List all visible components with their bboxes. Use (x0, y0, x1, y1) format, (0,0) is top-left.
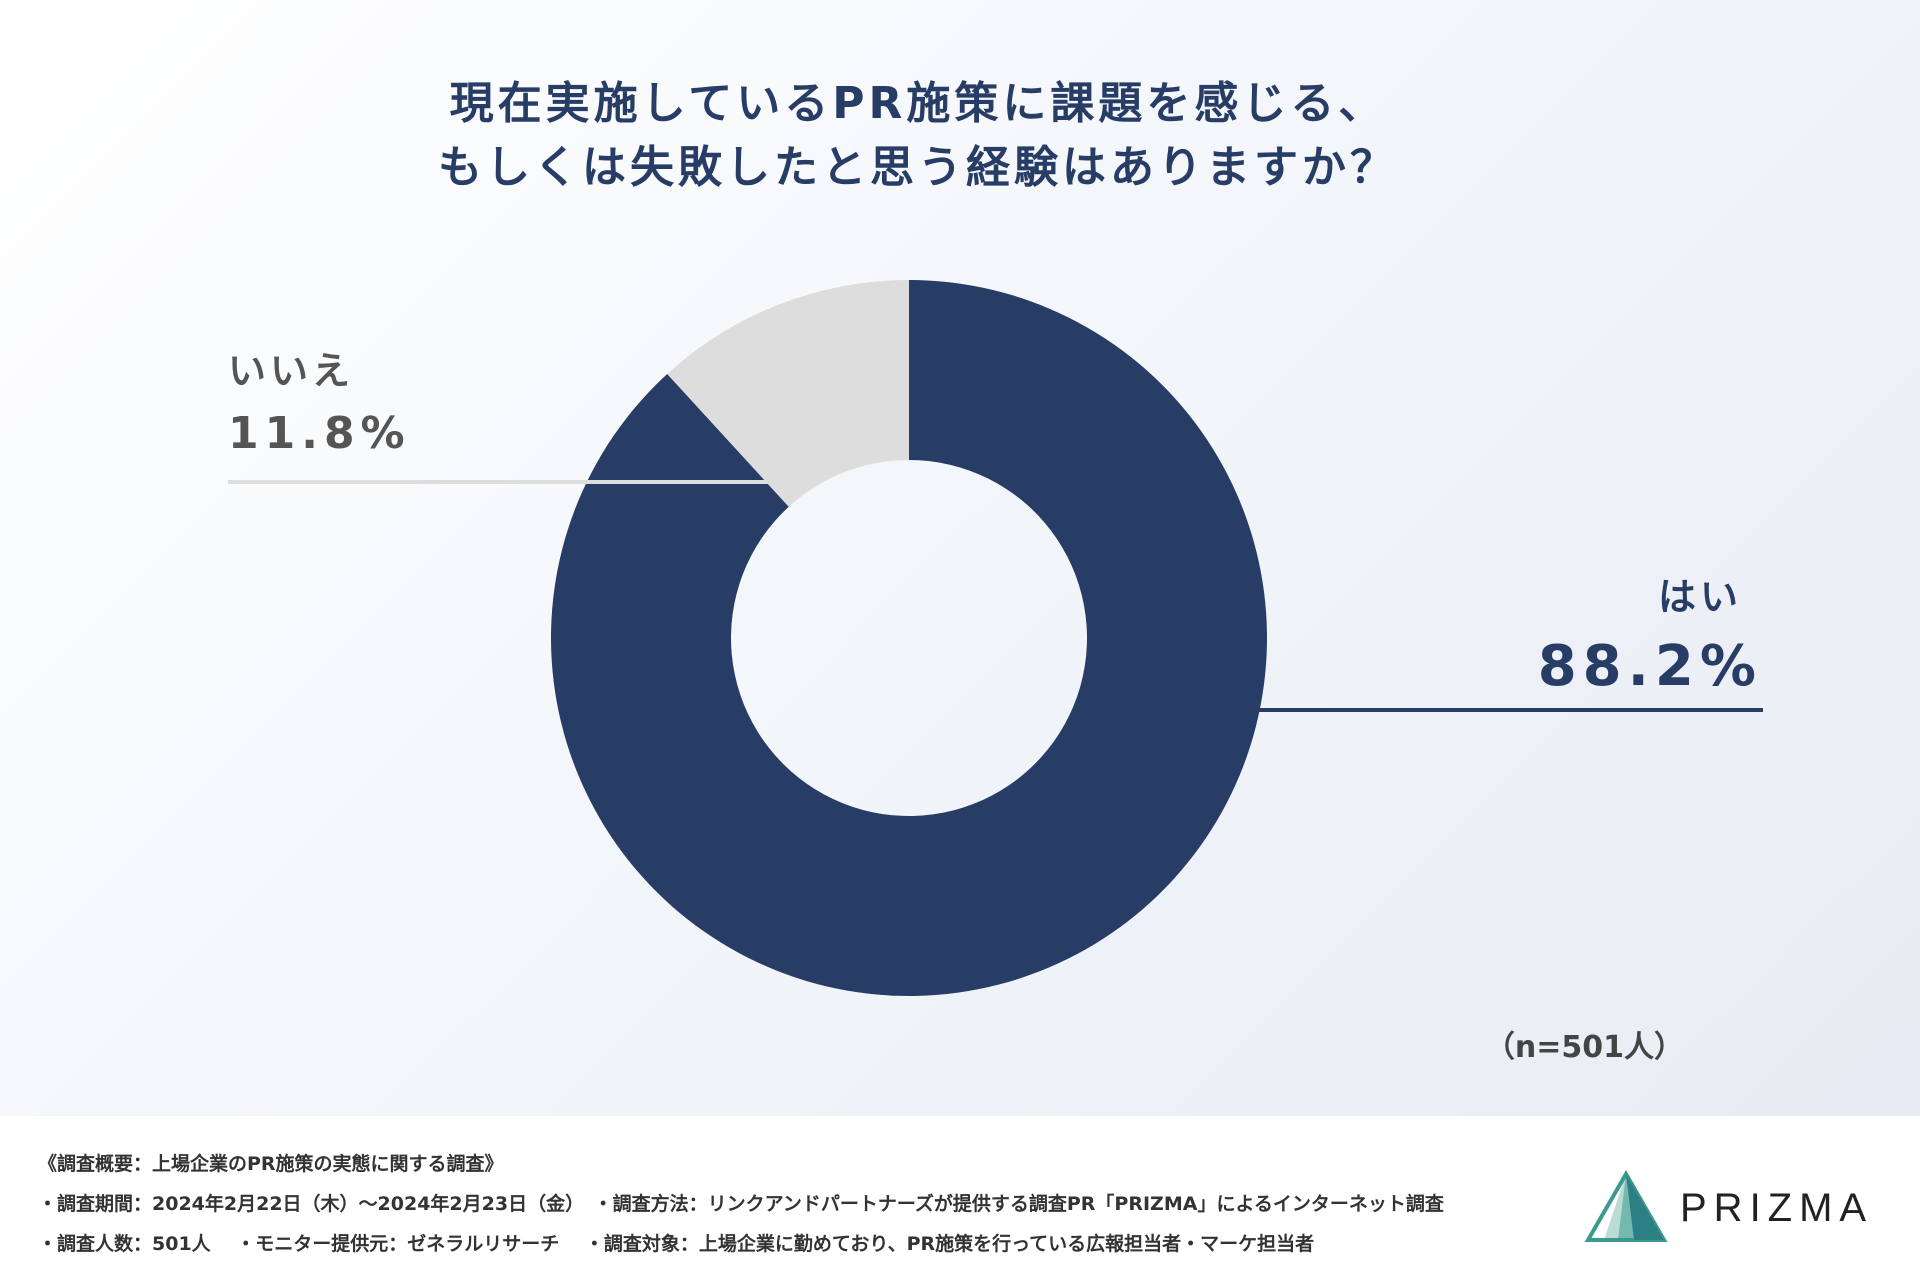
survey-notes: 《調査概要：上場企業のPR施策の実態に関する調査》 ・調査期間：2024年2月2… (38, 1144, 1444, 1264)
slice-value-no: 11.8% (228, 408, 411, 459)
survey-note-period: ・調査期間：2024年2月22日（木）～2024年2月23日（金） ・調査方法：… (38, 1193, 1444, 1215)
slice-value-yes: 88.2% (1537, 634, 1762, 699)
prizma-logo-icon (1584, 1169, 1668, 1242)
slice-label-no: いいえ (228, 349, 355, 393)
title-line-1: 現在実施しているPR施策に課題を感じる、 (449, 78, 1387, 129)
donut-chart (228, 280, 1763, 996)
prizma-logo: PRIZMA (1584, 1168, 1884, 1248)
survey-footer: 《調査概要：上場企業のPR施策の実態に関する調査》 ・調査期間：2024年2月2… (0, 1116, 1920, 1280)
prizma-logo-text: PRIZMA (1680, 1186, 1874, 1230)
title-line-2: もしくは失敗したと思う経験はありますか？ (438, 142, 1398, 193)
chart-title: 現在実施しているPR施策に課題を感じる、 もしくは失敗したと思う経験はありますか… (0, 72, 1836, 200)
survey-note-heading: 《調査概要：上場企業のPR施策の実態に関する調査》 (38, 1153, 504, 1175)
sample-size-note: （n=501人） (1484, 1030, 1684, 1065)
donut-slice-yes (550, 280, 1267, 996)
slice-label-yes: はい (1657, 575, 1742, 619)
donut-slice-no (667, 280, 909, 507)
survey-note-target: ・調査人数：501人 ・モニター提供元：ゼネラルリサーチ ・調査対象：上場企業に… (38, 1233, 1315, 1255)
